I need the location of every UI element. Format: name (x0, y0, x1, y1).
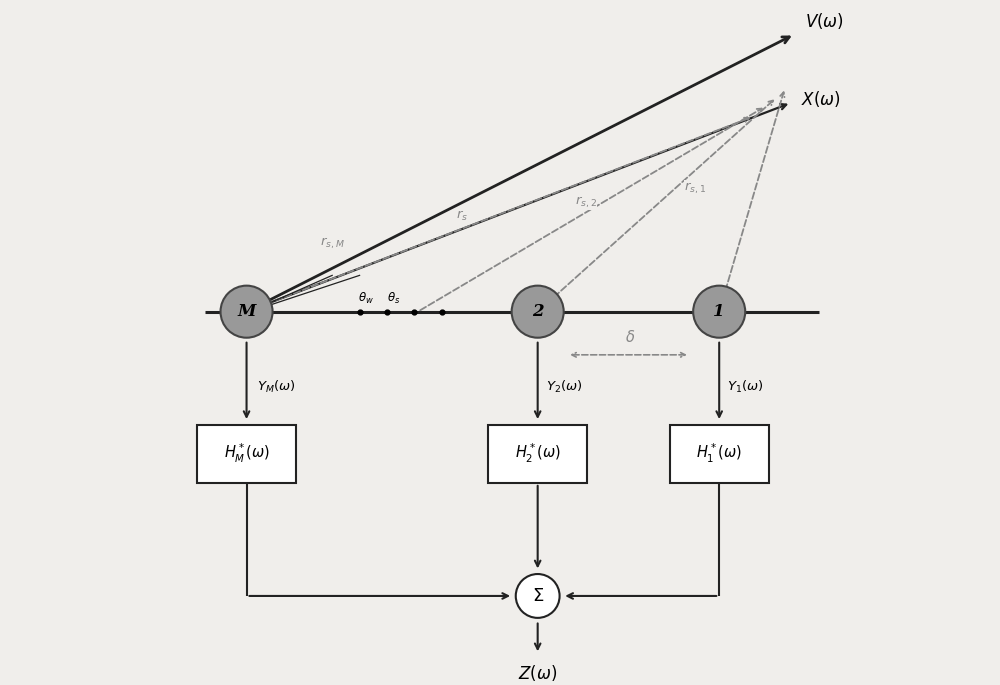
Text: $r_{s,1}$: $r_{s,1}$ (684, 181, 706, 196)
Text: $X(\omega)$: $X(\omega)$ (801, 89, 841, 110)
Text: $Z(\omega)$: $Z(\omega)$ (518, 663, 557, 683)
Text: $\delta$: $\delta$ (625, 329, 635, 345)
Bar (197, 425, 296, 483)
Circle shape (512, 286, 564, 338)
Text: $r_s$: $r_s$ (456, 209, 468, 223)
Text: 2: 2 (532, 303, 543, 320)
Circle shape (693, 286, 745, 338)
Text: M: M (237, 303, 256, 320)
Text: $\Sigma$: $\Sigma$ (532, 587, 544, 605)
Text: $r_{s,M}$: $r_{s,M}$ (320, 236, 345, 251)
Text: 1: 1 (713, 303, 725, 320)
Text: $H_M^*(\omega)$: $H_M^*(\omega)$ (224, 443, 270, 465)
Text: $Y_M(\omega)$: $Y_M(\omega)$ (257, 379, 296, 395)
Bar (670, 425, 769, 483)
Bar (488, 425, 587, 483)
Text: $r_{s,2}$: $r_{s,2}$ (575, 195, 597, 210)
Circle shape (221, 286, 273, 338)
Text: $Y_1(\omega)$: $Y_1(\omega)$ (727, 379, 764, 395)
Text: $H_2^*(\omega)$: $H_2^*(\omega)$ (515, 443, 561, 465)
Circle shape (516, 574, 560, 618)
Text: $\theta_s$: $\theta_s$ (387, 290, 400, 306)
Text: $\theta_w$: $\theta_w$ (358, 290, 374, 306)
Text: $H_1^*(\omega)$: $H_1^*(\omega)$ (696, 443, 742, 465)
Text: $Y_2(\omega)$: $Y_2(\omega)$ (546, 379, 583, 395)
Text: $V(\omega)$: $V(\omega)$ (805, 11, 844, 31)
